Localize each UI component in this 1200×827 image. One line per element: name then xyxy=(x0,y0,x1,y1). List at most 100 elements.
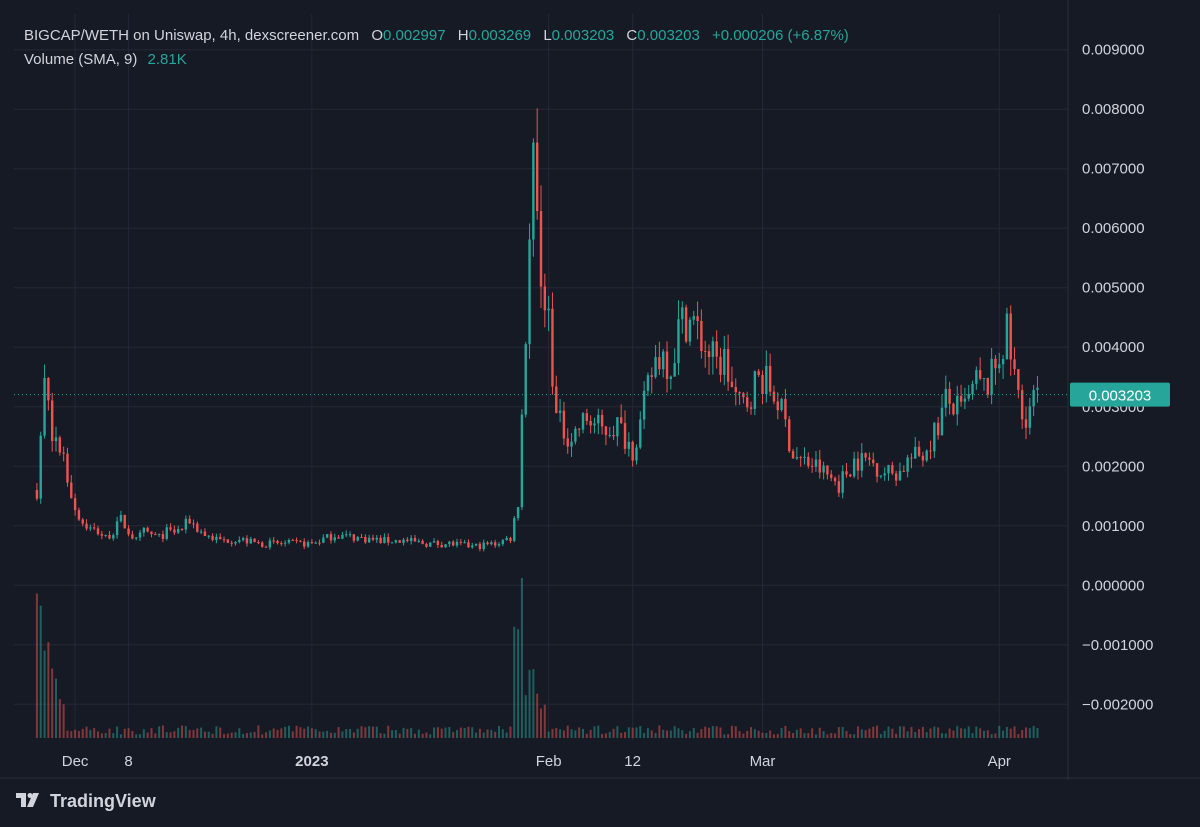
volume-bar xyxy=(979,728,982,738)
candle-body xyxy=(360,536,363,538)
volume-bar xyxy=(51,668,54,738)
candle-body xyxy=(47,378,50,401)
volume-bar xyxy=(784,725,787,738)
candle-body xyxy=(822,465,825,473)
tradingview-brand[interactable]: TradingView xyxy=(16,791,156,812)
candle-body xyxy=(971,383,974,395)
volume-bar xyxy=(925,732,928,738)
candle-body xyxy=(1024,419,1028,428)
volume-bar xyxy=(872,726,875,738)
candle-body xyxy=(692,316,695,320)
candle-body xyxy=(157,534,161,536)
candle-body xyxy=(799,457,802,459)
volume-bar xyxy=(795,729,798,738)
volume-bar xyxy=(853,734,856,738)
candle-body xyxy=(807,456,810,466)
volume-bar xyxy=(960,728,963,738)
candle-body xyxy=(173,529,176,533)
candle-body xyxy=(291,539,294,541)
volume-bar xyxy=(700,729,703,738)
candle-body xyxy=(66,453,69,483)
volume-bar xyxy=(952,730,955,738)
volume-bar xyxy=(612,728,615,738)
volume-bar xyxy=(398,733,401,738)
volume-bar xyxy=(200,727,203,738)
volume-bar xyxy=(39,605,42,738)
candle-body xyxy=(367,537,371,543)
volume-bar xyxy=(559,729,562,738)
candle-body xyxy=(234,541,237,544)
volume-bar xyxy=(310,728,313,738)
volume-bar xyxy=(582,728,585,738)
candle-body xyxy=(959,395,963,402)
candle-body xyxy=(619,417,623,424)
candle-body xyxy=(245,538,249,544)
x-tick-label: 2023 xyxy=(295,753,328,770)
candle-body xyxy=(707,351,711,358)
candle-body xyxy=(54,437,58,442)
volume-bar xyxy=(139,734,142,738)
volume-bar xyxy=(860,729,863,738)
candle-body xyxy=(810,465,814,467)
candle-body xyxy=(933,422,936,452)
volume-bar xyxy=(734,726,737,738)
candle-body xyxy=(589,420,592,426)
candle-body xyxy=(1028,406,1032,428)
candle-body xyxy=(940,407,944,436)
volume-bar xyxy=(475,732,478,738)
candle-body xyxy=(501,540,505,545)
candle-body xyxy=(451,541,455,546)
candle-body xyxy=(642,390,646,420)
volume-bar xyxy=(379,733,382,738)
candle-body xyxy=(123,515,126,529)
volume-bar xyxy=(497,725,500,738)
candle-body xyxy=(261,542,264,547)
volume-bar xyxy=(127,728,130,738)
symbol-title[interactable]: BIGCAP/WETH on Uniswap, 4h, dexscreener.… xyxy=(24,27,360,44)
candle-body xyxy=(654,357,657,378)
candle-body xyxy=(669,376,673,379)
candle-body xyxy=(963,398,967,402)
candle-body xyxy=(108,534,111,539)
volume-bar xyxy=(242,733,245,738)
volume-bar xyxy=(226,733,229,738)
candle-body xyxy=(215,536,218,540)
candle-body xyxy=(944,388,947,408)
x-tick-label: Apr xyxy=(988,753,1011,770)
high-label: H xyxy=(457,27,469,44)
volume-label[interactable]: Volume (SMA, 9) xyxy=(24,51,138,68)
candle-body xyxy=(833,477,837,482)
volume-bar xyxy=(196,728,199,738)
volume-bar xyxy=(673,726,676,738)
volume-bar xyxy=(971,733,974,738)
candle-body xyxy=(70,482,73,499)
candle-body xyxy=(704,351,707,353)
high-value: 0.003269 xyxy=(468,27,532,44)
candle-body xyxy=(616,417,619,437)
candle-body xyxy=(1036,387,1039,390)
volume-bar xyxy=(230,732,233,738)
candle-body xyxy=(180,529,184,531)
candle-body xyxy=(734,387,737,393)
candle-body xyxy=(348,534,352,536)
volume-bar xyxy=(719,727,722,738)
volume-bar xyxy=(1005,727,1008,738)
last-price-badge xyxy=(1070,382,1170,407)
volume-bar xyxy=(601,733,604,738)
volume-bar xyxy=(669,730,672,738)
candle-body xyxy=(226,539,230,543)
candle-body xyxy=(791,451,795,459)
volume-bar xyxy=(1028,728,1031,738)
volume-bar xyxy=(203,731,206,738)
candle-body xyxy=(402,539,405,543)
candle-body xyxy=(635,447,638,461)
volume-bar xyxy=(639,726,642,738)
volume-bar xyxy=(223,734,226,738)
volume-bar xyxy=(1036,728,1039,738)
volume-bar xyxy=(184,726,187,738)
candle-body xyxy=(299,540,302,542)
candle-body xyxy=(356,536,359,541)
candle-body xyxy=(146,527,149,532)
volume-bar xyxy=(299,727,302,738)
